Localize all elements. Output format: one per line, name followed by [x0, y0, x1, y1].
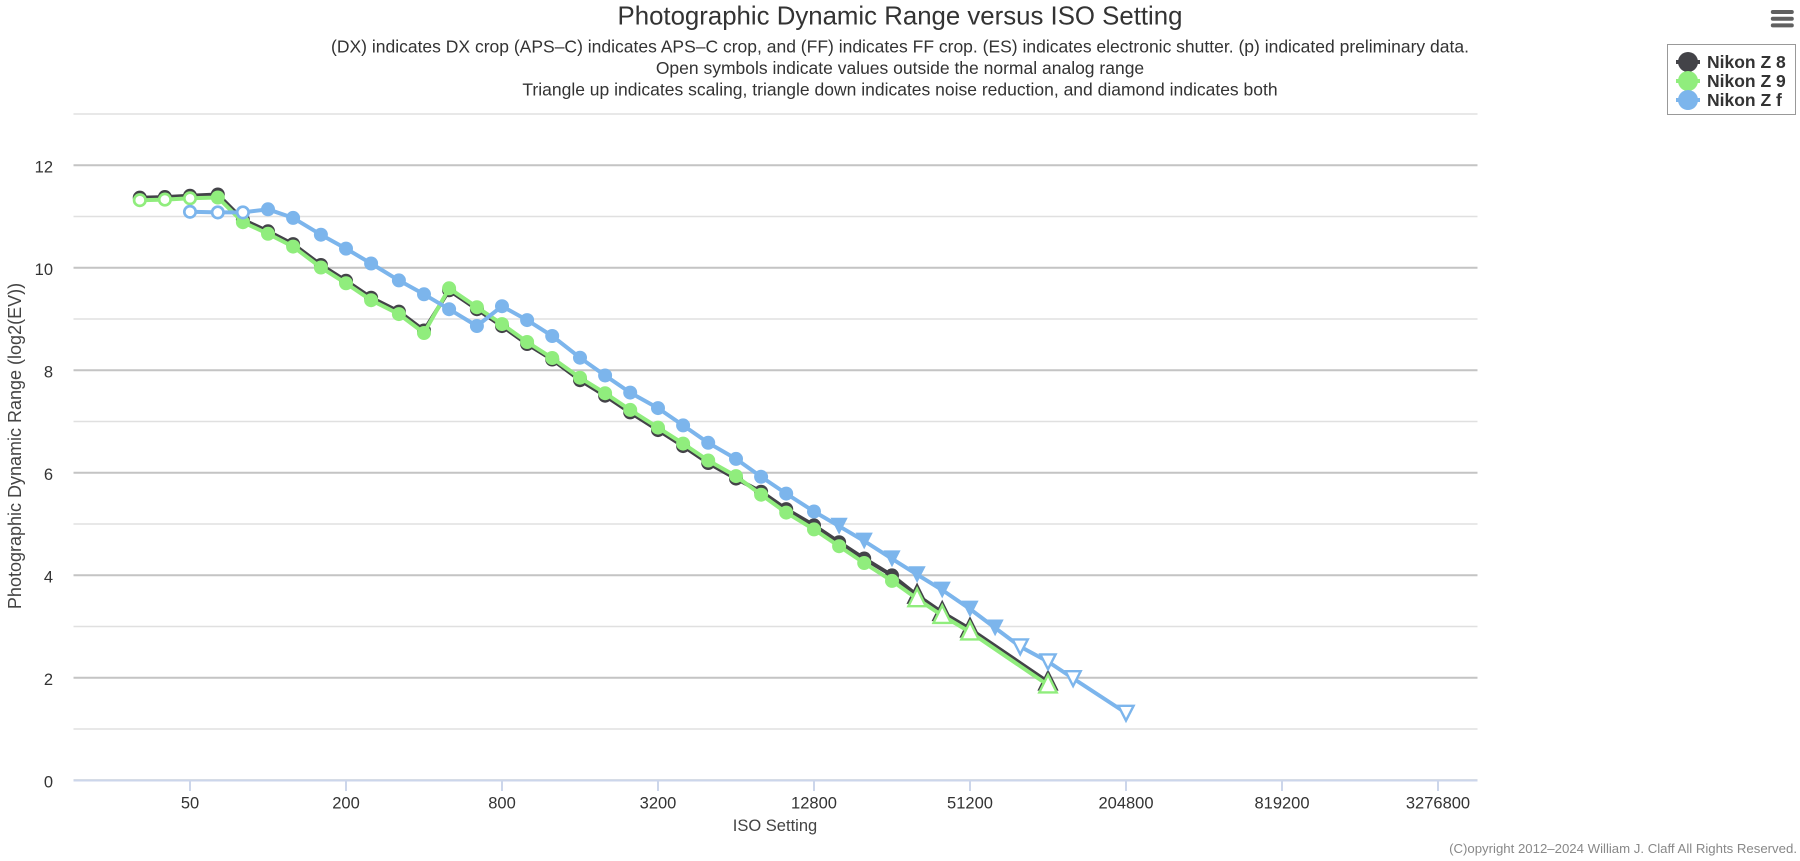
svg-text:51200: 51200 — [947, 795, 993, 813]
svg-text:6: 6 — [44, 466, 53, 484]
svg-text:(DX) indicates DX crop (APS–C): (DX) indicates DX crop (APS–C) indicates… — [331, 37, 1469, 57]
svg-text:204800: 204800 — [1098, 795, 1153, 813]
svg-text:Nikon Z 9: Nikon Z 9 — [1707, 71, 1786, 91]
svg-text:3276800: 3276800 — [1406, 795, 1470, 813]
svg-text:8: 8 — [44, 364, 53, 382]
svg-text:50: 50 — [181, 795, 199, 813]
svg-text:Nikon Z 8: Nikon Z 8 — [1707, 52, 1786, 72]
svg-text:800: 800 — [488, 795, 516, 813]
svg-text:4: 4 — [44, 569, 53, 587]
svg-text:Nikon Z f: Nikon Z f — [1707, 90, 1782, 110]
svg-text:12: 12 — [35, 159, 53, 177]
svg-text:Triangle up indicates scaling,: Triangle up indicates scaling, triangle … — [522, 80, 1277, 100]
svg-text:ISO Setting: ISO Setting — [733, 817, 817, 835]
svg-text:819200: 819200 — [1254, 795, 1309, 813]
svg-text:Photographic Dynamic Range ver: Photographic Dynamic Range versus ISO Se… — [618, 3, 1183, 31]
svg-text:10: 10 — [35, 261, 53, 279]
svg-text:200: 200 — [332, 795, 360, 813]
svg-text:3200: 3200 — [640, 795, 677, 813]
svg-text:12800: 12800 — [791, 795, 837, 813]
svg-text:0: 0 — [44, 774, 53, 792]
svg-text:(C)opyright 2012–2024 William: (C)opyright 2012–2024 William J. Claff A… — [1449, 841, 1797, 856]
svg-text:2: 2 — [44, 671, 53, 689]
svg-text:Photographic Dynamic Range (lo: Photographic Dynamic Range (log2(EV)) — [5, 283, 25, 609]
svg-text:Open symbols indicate values o: Open symbols indicate values outside the… — [656, 58, 1144, 78]
